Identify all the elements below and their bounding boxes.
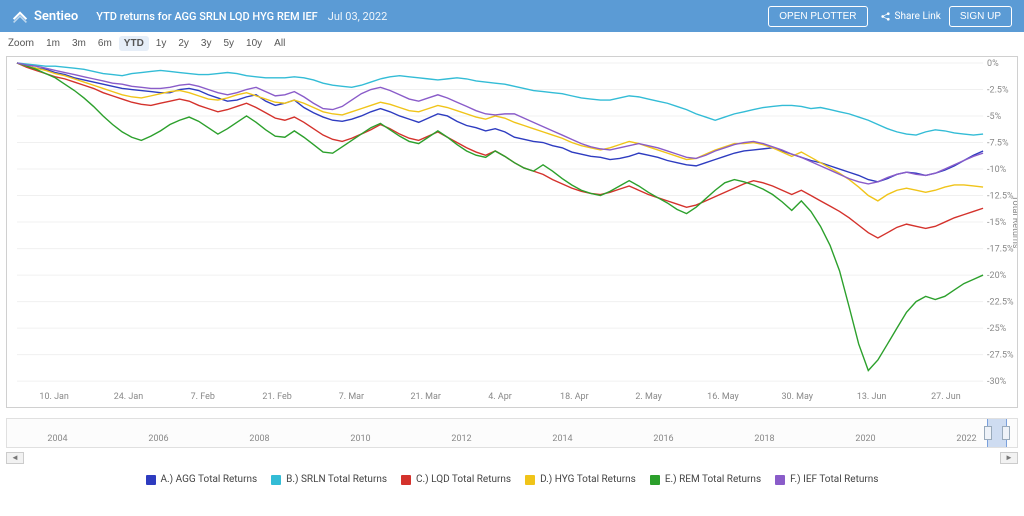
- nav-year-label: 2022: [956, 434, 976, 444]
- svg-text:27. Jun: 27. Jun: [931, 392, 961, 402]
- legend-swatch: [271, 475, 281, 485]
- svg-text:-17.5%: -17.5%: [987, 245, 1014, 255]
- zoom-3y[interactable]: 3y: [196, 36, 217, 51]
- nav-scroll-right[interactable]: ►: [1000, 452, 1018, 464]
- nav-year-label: 2006: [148, 434, 168, 444]
- svg-text:13. Jun: 13. Jun: [857, 392, 887, 402]
- svg-text:-7.5%: -7.5%: [987, 139, 1009, 149]
- nav-year-label: 2010: [350, 434, 370, 444]
- nav-year-label: 2008: [249, 434, 269, 444]
- svg-text:-2.5%: -2.5%: [987, 85, 1009, 95]
- legend-item[interactable]: B.) SRLN Total Returns: [271, 474, 387, 485]
- zoom-controls: Zoom 1m3m6mYTD1y2y3y5y10yAll: [0, 32, 1024, 54]
- svg-text:24. Jan: 24. Jan: [114, 392, 144, 402]
- range-selection[interactable]: [987, 419, 1007, 447]
- legend-swatch: [146, 475, 156, 485]
- legend-item[interactable]: D.) HYG Total Returns: [525, 474, 636, 485]
- legend-swatch: [525, 475, 535, 485]
- zoom-ytd[interactable]: YTD: [119, 36, 149, 51]
- svg-text:-15%: -15%: [987, 218, 1007, 228]
- svg-text:4. Apr: 4. Apr: [488, 392, 512, 402]
- nav-scroll-left[interactable]: ◄: [6, 452, 24, 464]
- svg-text:2. May: 2. May: [635, 392, 662, 402]
- open-plotter-button[interactable]: OPEN PLOTTER: [768, 6, 867, 27]
- svg-text:21. Feb: 21. Feb: [262, 392, 291, 402]
- zoom-all[interactable]: All: [269, 36, 290, 51]
- legend-item[interactable]: C.) LQD Total Returns: [401, 474, 511, 485]
- brand-logo[interactable]: Sentieo: [12, 8, 78, 24]
- legend-label: D.) HYG Total Returns: [540, 474, 636, 485]
- nav-year-label: 2014: [552, 434, 572, 444]
- signup-button[interactable]: SIGN UP: [949, 6, 1012, 27]
- svg-text:7. Mar: 7. Mar: [339, 392, 364, 402]
- legend-swatch: [650, 475, 660, 485]
- svg-text:0%: 0%: [987, 59, 999, 69]
- page-title: YTD returns for AGG SRLN LQD HYG REM IEF: [96, 10, 317, 23]
- range-handle-left[interactable]: [984, 426, 992, 440]
- zoom-5y[interactable]: 5y: [218, 36, 239, 51]
- legend-label: F.) IEF Total Returns: [790, 474, 878, 485]
- page-date: Jul 03, 2022: [328, 10, 388, 23]
- zoom-2y[interactable]: 2y: [173, 36, 194, 51]
- svg-text:-22.5%: -22.5%: [987, 298, 1014, 308]
- nav-year-label: 2004: [47, 434, 67, 444]
- svg-text:-30%: -30%: [987, 377, 1007, 387]
- brand-icon: [12, 8, 28, 24]
- svg-text:18. Apr: 18. Apr: [560, 392, 589, 402]
- share-link-label: Share Link: [895, 11, 941, 22]
- svg-text:-12.5%: -12.5%: [987, 192, 1014, 202]
- svg-text:-5%: -5%: [987, 112, 1002, 122]
- legend-swatch: [775, 475, 785, 485]
- range-navigator[interactable]: 2004 2006 2008 2010 2012 2014 2016 2018 2020 2022: [6, 418, 1018, 448]
- brand-name: Sentieo: [34, 9, 78, 24]
- svg-text:-27.5%: -27.5%: [987, 351, 1014, 361]
- app-header: Sentieo YTD returns for AGG SRLN LQD HYG…: [0, 0, 1024, 32]
- legend-label: A.) AGG Total Returns: [161, 474, 258, 485]
- share-link-button[interactable]: Share Link: [880, 11, 941, 22]
- legend-item[interactable]: F.) IEF Total Returns: [775, 474, 878, 485]
- svg-text:-10%: -10%: [987, 165, 1007, 175]
- legend-label: B.) SRLN Total Returns: [286, 474, 387, 485]
- legend-item[interactable]: E.) REM Total Returns: [650, 474, 761, 485]
- zoom-3m[interactable]: 3m: [67, 36, 91, 51]
- nav-year-label: 2020: [855, 434, 875, 444]
- svg-text:21. Mar: 21. Mar: [410, 392, 440, 402]
- returns-line-chart[interactable]: 0% -2.5% -5% -7.5% -10% -12.5% -15% -17.5% -20% -…: [6, 56, 1018, 408]
- zoom-6m[interactable]: 6m: [93, 36, 117, 51]
- legend-label: C.) LQD Total Returns: [416, 474, 511, 485]
- legend-label: E.) REM Total Returns: [665, 474, 761, 485]
- chart-legend: A.) AGG Total Returns B.) SRLN Total Retu…: [0, 468, 1024, 491]
- nav-year-label: 2016: [653, 434, 673, 444]
- legend-item[interactable]: A.) AGG Total Returns: [146, 474, 258, 485]
- zoom-1m[interactable]: 1m: [41, 36, 65, 51]
- svg-text:30. May: 30. May: [781, 392, 813, 402]
- svg-text:Total Returns: Total Returns: [1010, 196, 1017, 249]
- range-handle-right[interactable]: [1002, 426, 1010, 440]
- nav-year-label: 2012: [451, 434, 471, 444]
- svg-text:7. Feb: 7. Feb: [191, 392, 215, 402]
- nav-year-label: 2018: [754, 434, 774, 444]
- legend-swatch: [401, 475, 411, 485]
- share-icon: [880, 11, 891, 22]
- zoom-10y[interactable]: 10y: [241, 36, 267, 51]
- zoom-label: Zoom: [8, 38, 34, 49]
- svg-text:10. Jan: 10. Jan: [39, 392, 69, 402]
- svg-text:-20%: -20%: [987, 271, 1007, 281]
- zoom-1y[interactable]: 1y: [151, 36, 172, 51]
- svg-text:16. May: 16. May: [707, 392, 739, 402]
- svg-text:-25%: -25%: [987, 324, 1007, 334]
